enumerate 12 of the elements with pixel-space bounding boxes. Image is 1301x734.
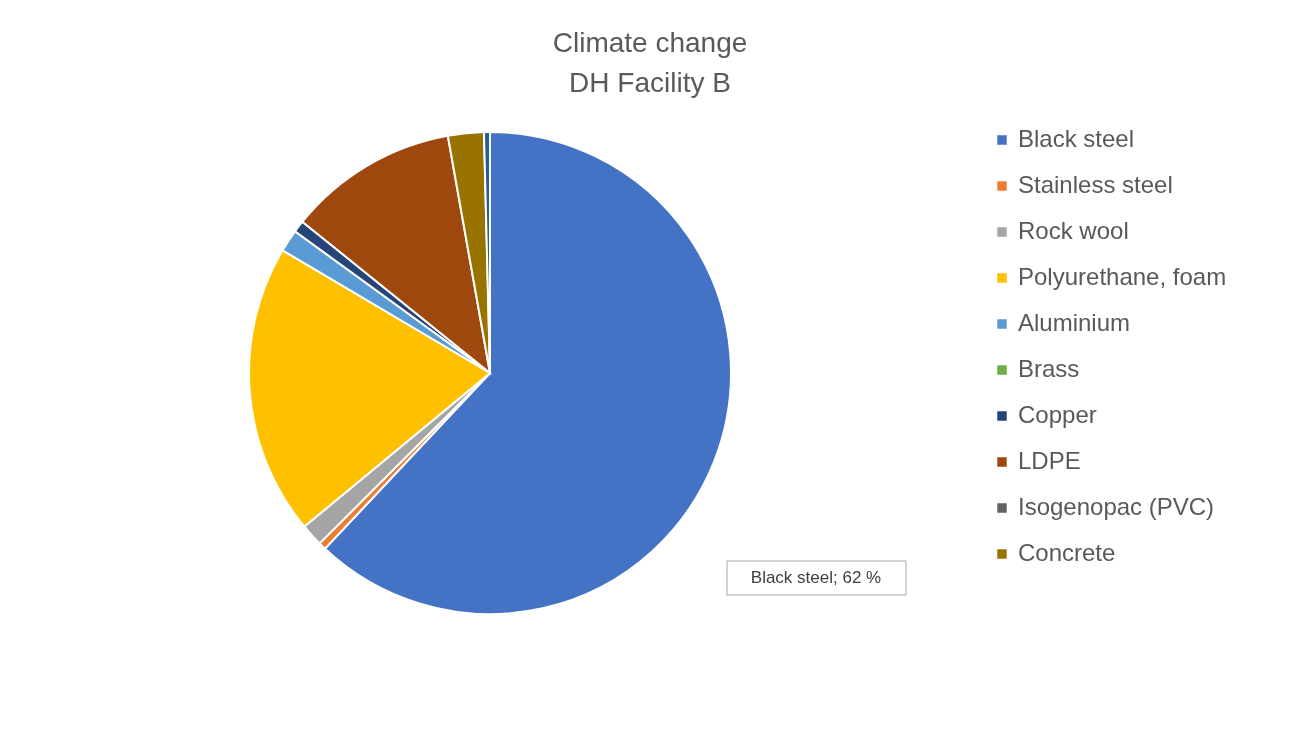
text: Black steel; 62 % [750,568,882,587]
legend-label: Rock wool [1018,217,1129,244]
legend-label: LDPE [1018,447,1081,474]
legend-label: Stainless steel [1018,171,1173,198]
legend-label: Isogenopac (PVC) [1018,493,1215,520]
legend-label: Concrete [1018,539,1116,566]
legend-label: Copper [1018,401,1097,428]
legend-label: Black steel [1018,125,1135,152]
legend-label: Polyurethane, foam [1018,263,1227,290]
legend-label: Brass [1018,355,1080,382]
chart-title: Climate change DH Facility B [552,27,748,98]
legend-label: Aluminium [1018,309,1131,336]
